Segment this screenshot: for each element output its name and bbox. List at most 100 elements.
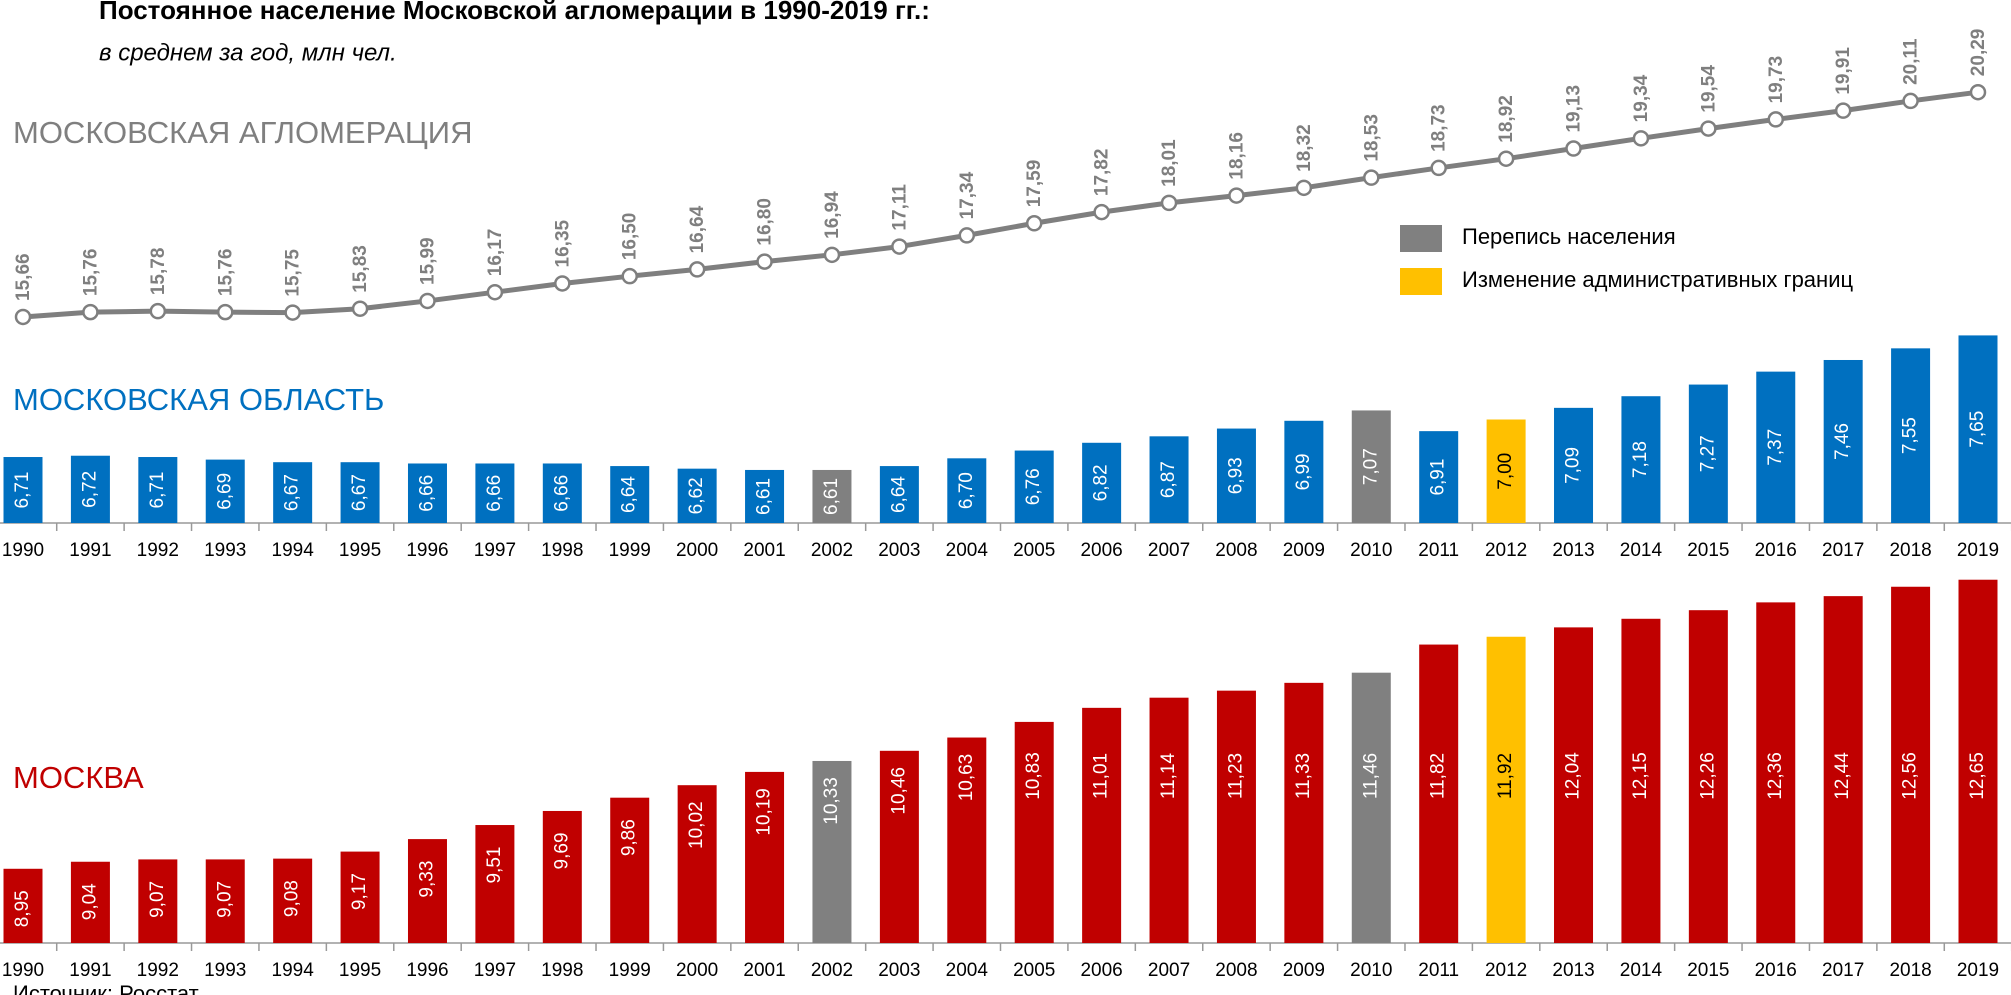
value-label: 7,09 — [1563, 447, 1584, 484]
x-tick-label: 1996 — [406, 960, 448, 981]
marker — [1497, 150, 1515, 167]
marker — [1767, 111, 1785, 128]
marker — [1295, 179, 1313, 197]
bar — [677, 468, 717, 523]
value-label: 11,23 — [1225, 753, 1246, 799]
bar — [1284, 420, 1324, 523]
bar — [273, 462, 313, 523]
value-label: 10,19 — [754, 788, 775, 836]
bar — [1621, 618, 1661, 943]
value-label: 15,83 — [350, 245, 371, 293]
value-label: 9,17 — [349, 873, 370, 910]
bar — [1756, 602, 1796, 943]
marker — [82, 303, 99, 321]
bar — [1958, 335, 1998, 523]
x-tick-label: 1997 — [474, 960, 516, 981]
bar — [1014, 721, 1054, 943]
value-label: 11,14 — [1158, 753, 1179, 800]
bar — [677, 785, 717, 943]
value-label: 6,70 — [956, 472, 977, 509]
value-label: 15,76 — [215, 249, 236, 297]
bar — [812, 469, 852, 523]
x-tick-label: 2001 — [743, 960, 785, 981]
value-label: 6,76 — [1023, 468, 1044, 505]
value-label: 16,17 — [485, 229, 506, 277]
x-tick-label: 2018 — [1889, 540, 1931, 561]
value-label: 12,36 — [1765, 752, 1786, 800]
x-tick-label: 2019 — [1957, 540, 1999, 561]
x-tick-label: 2011 — [1418, 960, 1459, 981]
x-tick-label: 1997 — [474, 540, 516, 561]
value-label: 6,61 — [754, 478, 775, 515]
x-tick-label: 2006 — [1080, 540, 1122, 561]
value-label: 11,33 — [1293, 753, 1314, 799]
bar — [475, 825, 515, 943]
value-label: 18,16 — [1226, 132, 1247, 180]
bar — [340, 462, 380, 523]
value-label: 15,99 — [417, 237, 438, 285]
value-label: 6,67 — [349, 474, 370, 511]
bar — [1688, 384, 1728, 523]
bar — [1554, 627, 1594, 943]
value-label: 7,07 — [1360, 448, 1381, 485]
value-label: 11,46 — [1360, 753, 1381, 799]
marker — [1025, 215, 1043, 232]
value-label: 6,64 — [888, 476, 909, 513]
marker — [1700, 120, 1717, 137]
x-tick-label: 2002 — [811, 960, 853, 981]
bar — [542, 463, 582, 523]
x-tick-label: 1996 — [406, 540, 448, 561]
bar — [1351, 410, 1391, 523]
marker — [1228, 187, 1245, 204]
x-tick-label: 2004 — [946, 960, 989, 981]
value-label: 19,91 — [1833, 47, 1854, 95]
marker — [1969, 83, 1987, 101]
x-tick-label: 1993 — [204, 960, 246, 981]
value-label: 6,93 — [1225, 457, 1246, 494]
line — [22, 89, 1979, 320]
value-label: 9,86 — [619, 819, 640, 856]
x-tick-label: 2017 — [1822, 540, 1864, 561]
bar — [1486, 636, 1526, 943]
x-tick-label: 2018 — [1889, 960, 1931, 981]
bar — [947, 737, 987, 943]
marker — [891, 238, 908, 255]
bar — [205, 859, 245, 943]
value-label: 6,66 — [484, 475, 505, 512]
x-tick-label: 2015 — [1687, 960, 1729, 981]
value-label: 6,62 — [686, 477, 707, 514]
marker — [823, 246, 841, 264]
x-tick-label: 2019 — [1957, 960, 1999, 981]
bar — [407, 463, 447, 523]
marker — [1834, 102, 1852, 119]
value-label: 10,46 — [888, 767, 909, 815]
value-label: 12,56 — [1900, 752, 1921, 800]
bar — [1823, 359, 1863, 523]
value-label: 10,02 — [686, 801, 707, 849]
bar — [1891, 348, 1931, 523]
x-tick-label: 2005 — [1013, 960, 1055, 981]
x-tick-label: 1993 — [204, 540, 246, 561]
value-label: 15,78 — [148, 248, 169, 296]
marker — [1902, 92, 1919, 110]
subtitle: в среднем за год, млн чел. — [99, 39, 397, 66]
x-tick-label: 2014 — [1620, 540, 1663, 561]
value-label: 18,73 — [1429, 104, 1450, 152]
value-label: 15,66 — [13, 253, 34, 301]
x-tick-label: 2016 — [1755, 540, 1797, 561]
marker — [621, 267, 638, 285]
bar — [1419, 644, 1459, 943]
x-tick-label: 2014 — [1620, 960, 1663, 981]
bar — [879, 750, 919, 943]
value-label: 11,82 — [1428, 753, 1449, 799]
marker — [756, 253, 773, 270]
marker — [1363, 169, 1380, 186]
bar — [1756, 371, 1796, 523]
marker — [1565, 140, 1582, 157]
bar — [475, 463, 515, 523]
bar — [1419, 431, 1459, 523]
bar — [1621, 396, 1661, 523]
x-tick-label: 1991 — [69, 960, 111, 981]
value-label: 7,55 — [1900, 417, 1921, 454]
